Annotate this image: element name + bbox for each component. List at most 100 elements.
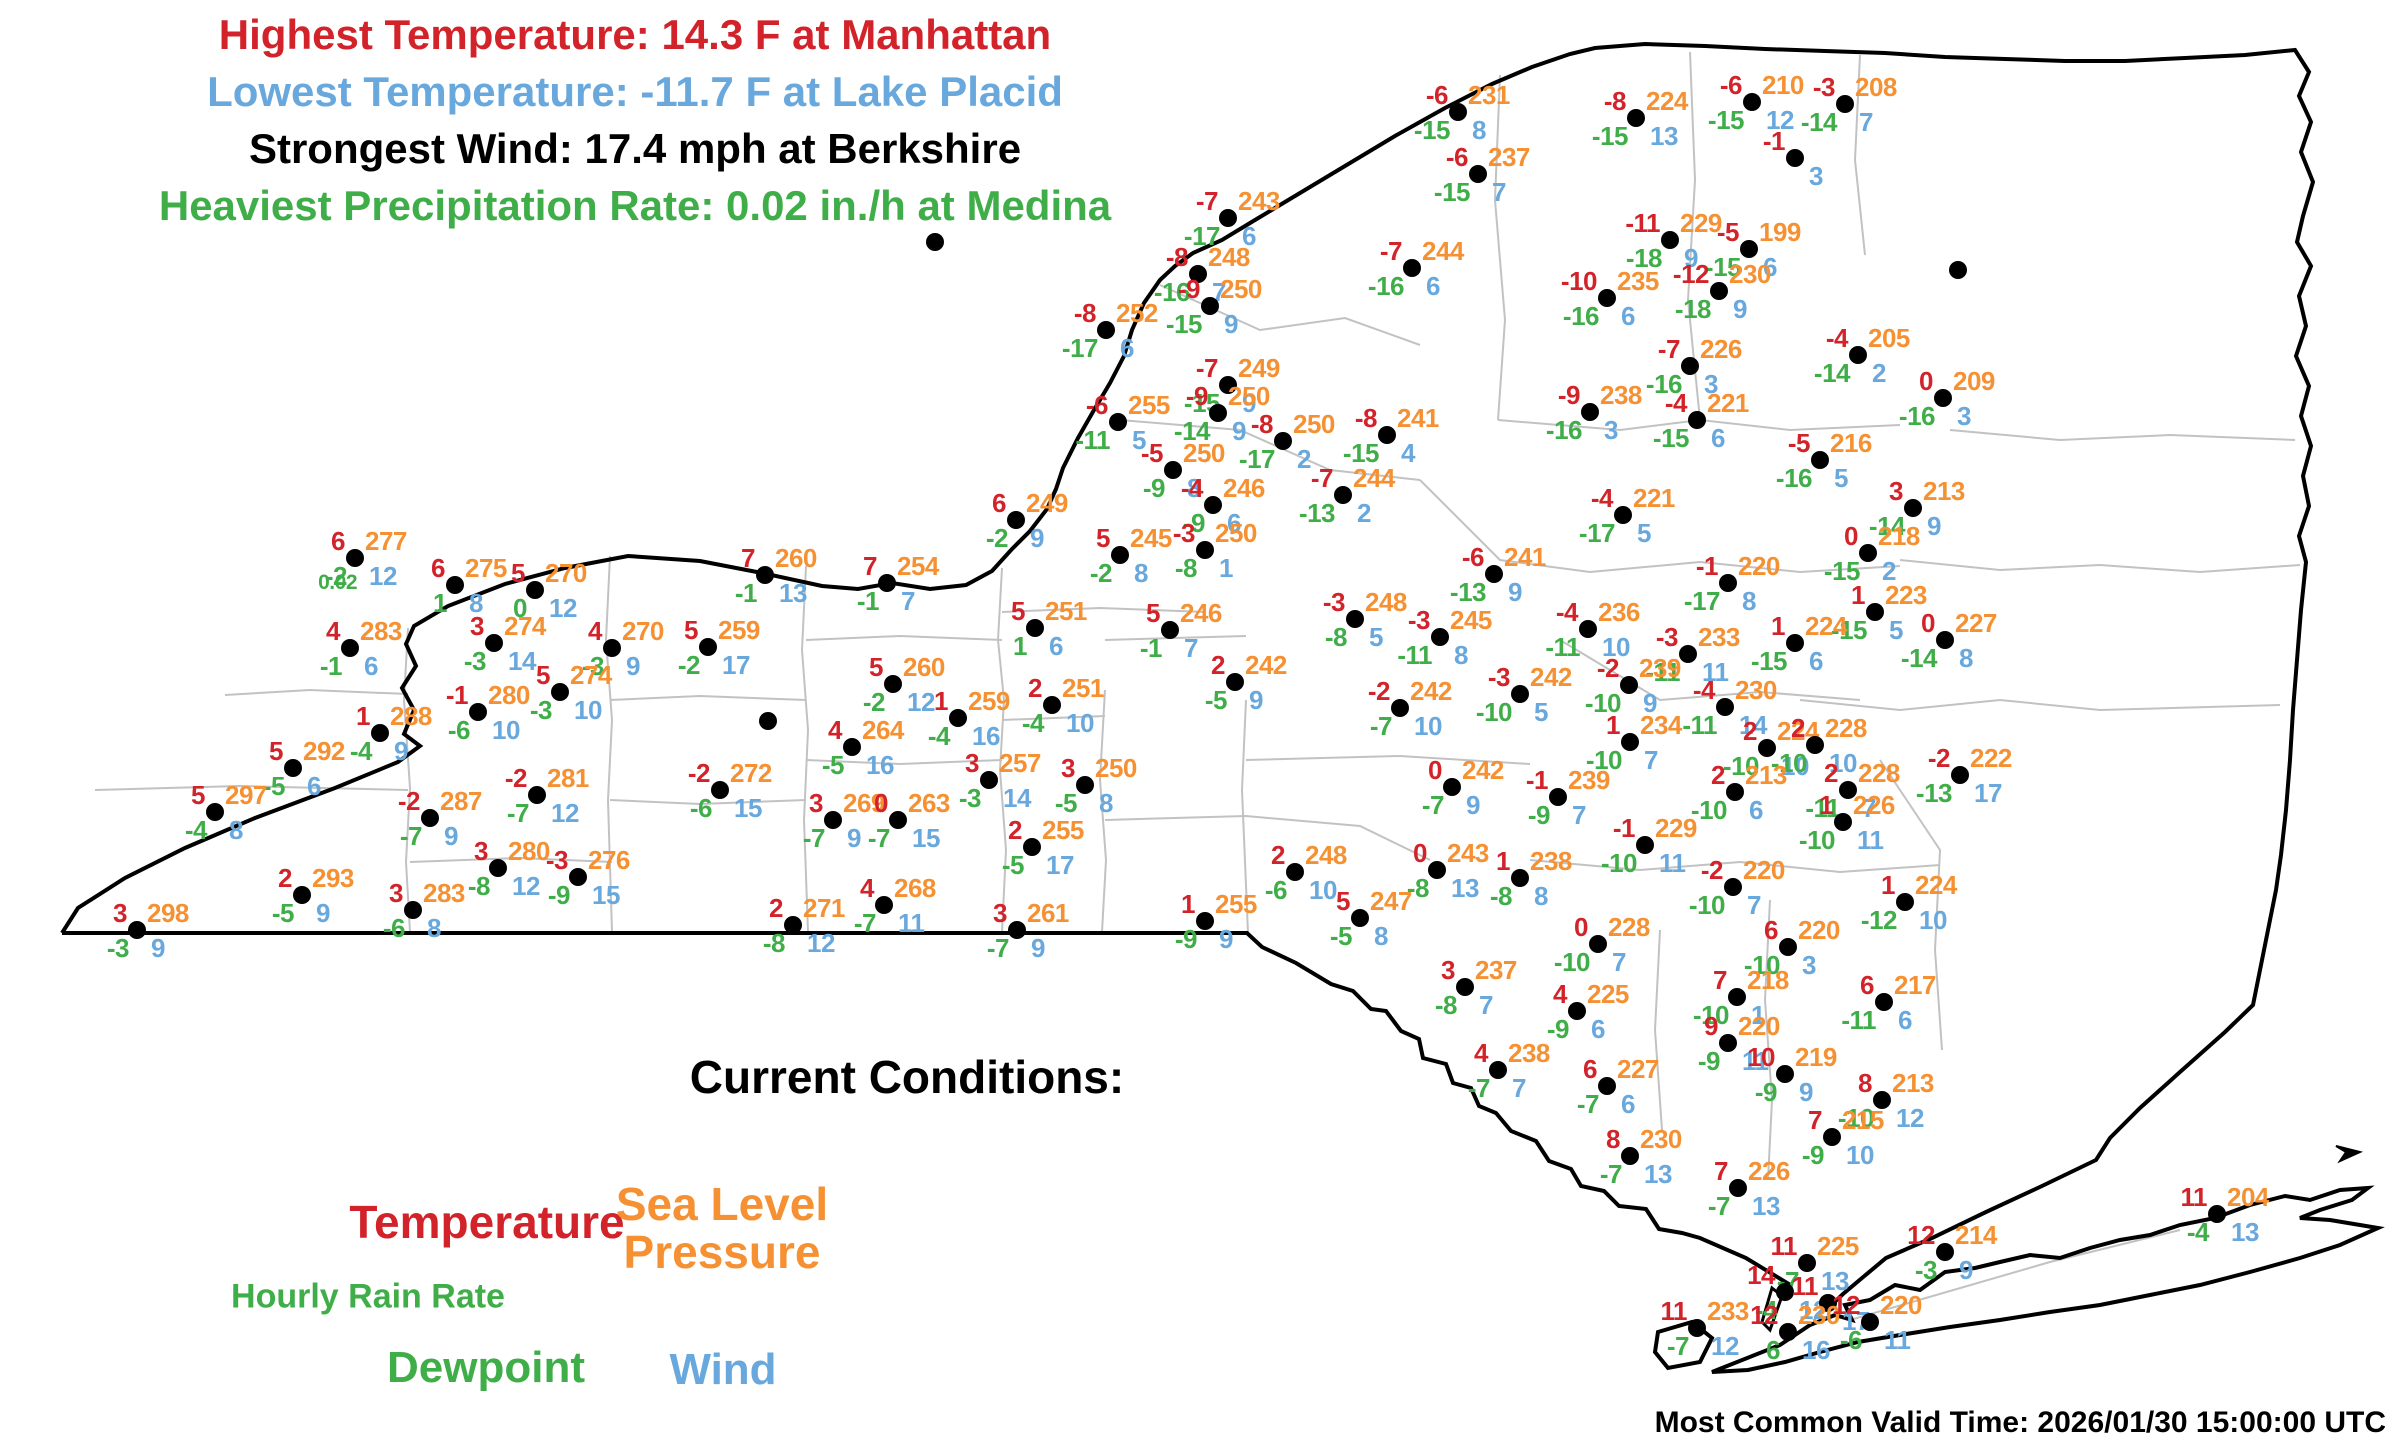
dewpoint-value: -2 <box>324 561 348 591</box>
station-dot <box>1598 289 1616 307</box>
station-dot <box>1109 413 1127 431</box>
wind-value: 6 <box>1120 333 1134 363</box>
dewpoint-value: -14 <box>1868 511 1906 541</box>
legend-pressure-line2: Pressure <box>623 1226 821 1278</box>
pressure-value: 238 <box>1600 380 1642 410</box>
station-dot <box>1776 1283 1794 1301</box>
dewpoint-value: -10 <box>1722 751 1760 781</box>
dewpoint-value: -15 <box>1413 115 1451 145</box>
wind-value: 6 <box>1049 631 1063 661</box>
wind-value: 8 <box>427 913 441 943</box>
pressure-value: 261 <box>1027 898 1069 928</box>
station-dot <box>446 576 464 594</box>
wind-value: 6 <box>1621 1089 1635 1119</box>
dewpoint-value: -7 <box>802 823 826 853</box>
dewpoint-value: -6 <box>1264 875 1288 905</box>
dewpoint-value: -3 <box>581 651 605 681</box>
pressure-value: 254 <box>897 551 939 581</box>
temperature-value: -7 <box>1657 334 1681 364</box>
temperature-value: -9 <box>1185 381 1209 411</box>
wind-value: 9 <box>1684 243 1698 273</box>
temperature-value: -8 <box>1354 403 1378 433</box>
station-dot <box>1346 610 1364 628</box>
temperature-value: -2 <box>397 786 421 816</box>
pressure-value: 226 <box>1700 334 1742 364</box>
pressure-value: 292 <box>303 736 345 766</box>
dewpoint-value: -15 <box>1591 121 1629 151</box>
temperature-value: -11 <box>1625 208 1660 238</box>
wind-value: 14 <box>1739 710 1767 740</box>
station-dot <box>1449 103 1467 121</box>
station-dot <box>1896 893 1914 911</box>
wind-value: 11 <box>1659 848 1686 878</box>
wind-value: 10 <box>492 715 520 745</box>
temperature-value: -9 <box>1177 274 1201 304</box>
dewpoint-value: -6 <box>382 913 406 943</box>
legend-temperature: Temperature <box>349 1196 625 1248</box>
pressure-value: 216 <box>1830 428 1872 458</box>
wind-value: 10 <box>1919 905 1947 935</box>
wind-value: 12 <box>549 593 577 623</box>
dewpoint-value: -8 <box>1489 881 1513 911</box>
wind-value: 7 <box>1859 107 1873 137</box>
pressure-value: 281 <box>547 763 589 793</box>
station-dot <box>1023 838 1041 856</box>
strongest-wind-line: Strongest Wind: 17.4 mph at Berkshire <box>248 125 1022 172</box>
pressure-value: 243 <box>1238 186 1280 216</box>
temperature-value: -8 <box>1165 242 1189 272</box>
wind-value: 8 <box>1187 473 1201 503</box>
pressure-value: 224 <box>1646 86 1688 116</box>
pressure-value: 242 <box>1530 662 1572 692</box>
temperature-value: -8 <box>1073 298 1097 328</box>
header-summary: Highest Temperature: 14.3 F at Manhattan… <box>10 6 1260 234</box>
pressure-value: 250 <box>1228 381 1270 411</box>
wind-value: 8 <box>1742 586 1756 616</box>
pressure-value: 234 <box>1640 710 1682 740</box>
highest-temperature-line: Highest Temperature: 14.3 F at Manhattan <box>218 11 1052 58</box>
temperature-value: -8 <box>1250 409 1274 439</box>
pressure-value: 250 <box>1215 518 1257 548</box>
pressure-value: 221 <box>1707 388 1749 418</box>
station-dot <box>1579 620 1597 638</box>
pressure-value: 264 <box>862 715 904 745</box>
dewpoint-value: -8 <box>1324 622 1348 652</box>
wind-value: 5 <box>1132 425 1146 455</box>
dewpoint-value: -10 <box>1553 947 1591 977</box>
pressure-value: 233 <box>1698 622 1740 652</box>
temperature-value: 12 <box>1907 1220 1935 1250</box>
dewpoint-value: -11 <box>1682 710 1717 740</box>
pressure-value: 245 <box>1450 605 1492 635</box>
dewpoint-value: -5 <box>1204 685 1228 715</box>
pressure-value: 280 <box>508 836 550 866</box>
pressure-value: 297 <box>225 780 267 810</box>
pressure-value: 210 <box>1762 70 1804 100</box>
wind-value: 13 <box>1752 1191 1780 1221</box>
wind-value: 10 <box>1781 751 1809 781</box>
dewpoint-value: -16 <box>1545 415 1583 445</box>
dewpoint-value: -8 <box>762 928 786 958</box>
wind-value: 2 <box>1357 498 1371 528</box>
wind-value: 8 <box>1099 788 1113 818</box>
wind-value: 12 <box>369 561 397 591</box>
wind-value: 7 <box>901 586 915 616</box>
wind-value: 9 <box>1030 523 1044 553</box>
dewpoint-value: -5 <box>1054 788 1078 818</box>
wind-value: 8 <box>1534 881 1548 911</box>
wind-value: 7 <box>1492 177 1506 207</box>
wind-value: 9 <box>1232 416 1246 446</box>
temperature-value: 0 <box>1844 521 1858 551</box>
dewpoint-value: -15 <box>1704 252 1742 282</box>
pressure-value: 250 <box>1095 753 1137 783</box>
pressure-value: 248 <box>1365 587 1407 617</box>
wind-value: 14 <box>1003 783 1031 813</box>
pressure-value: 214 <box>1955 1220 1997 1250</box>
dewpoint-value: -17 <box>1183 221 1221 251</box>
wind-value: 6 <box>1591 1014 1605 1044</box>
pressure-value: 257 <box>999 748 1041 778</box>
temperature-value: 1 <box>1771 611 1785 641</box>
station-dot <box>1286 863 1304 881</box>
wind-value: 8 <box>1374 921 1388 951</box>
temperature-value: -10 <box>1560 266 1598 296</box>
dewpoint-value: 6 <box>1766 1335 1780 1365</box>
pressure-value: 242 <box>1410 676 1452 706</box>
